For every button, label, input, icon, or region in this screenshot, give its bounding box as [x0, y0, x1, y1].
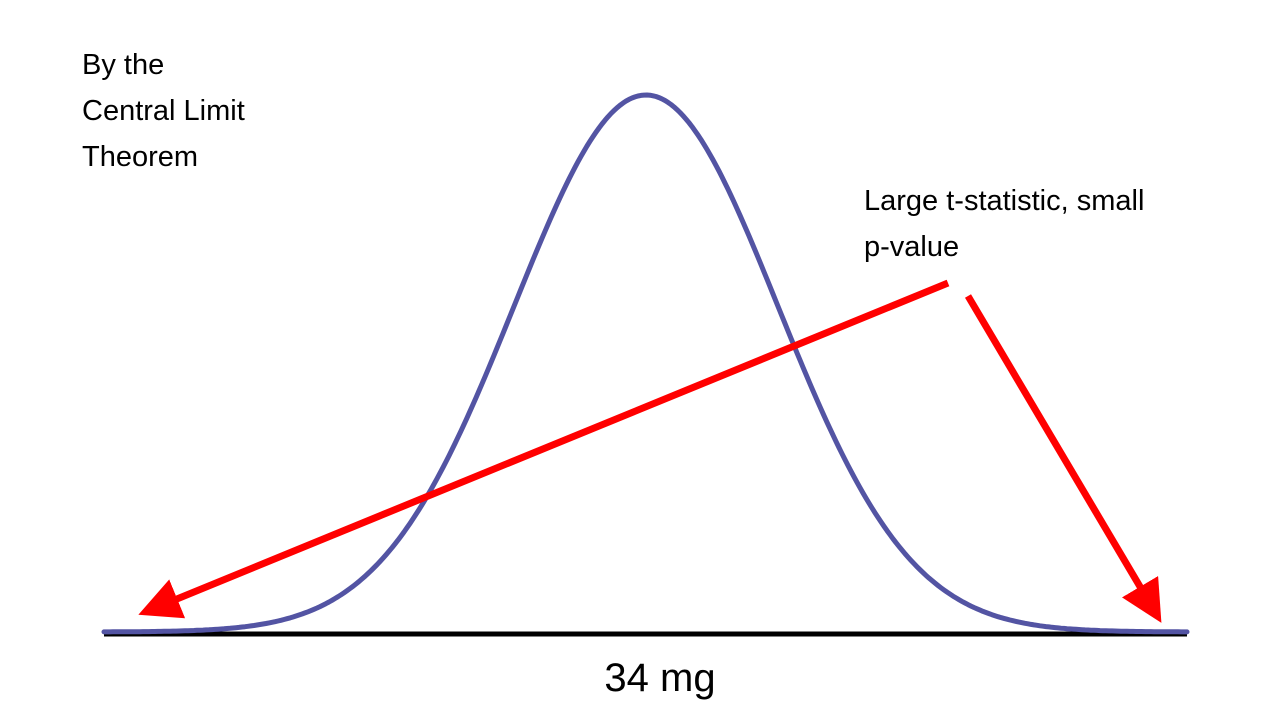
normal-distribution-curve — [101, 92, 1190, 635]
arrow-to-right-tail — [964, 294, 1162, 623]
annotation-line-2: p-value — [864, 231, 960, 263]
clt-label-line-3: Theorem — [82, 141, 199, 173]
t-statistic-annotation: Large t-statistic, small p-value — [864, 178, 1244, 270]
axis-center-value-label: 34 mg — [604, 656, 716, 700]
arrow-to-left-tail — [138, 279, 950, 619]
clt-label-line-2: Central Limit — [82, 95, 245, 127]
clt-label-line-1: By the — [82, 49, 165, 81]
annotation-line-1: Large t-statistic, small — [864, 185, 1145, 217]
central-limit-theorem-label: By the Central Limit Theorem — [82, 42, 342, 180]
